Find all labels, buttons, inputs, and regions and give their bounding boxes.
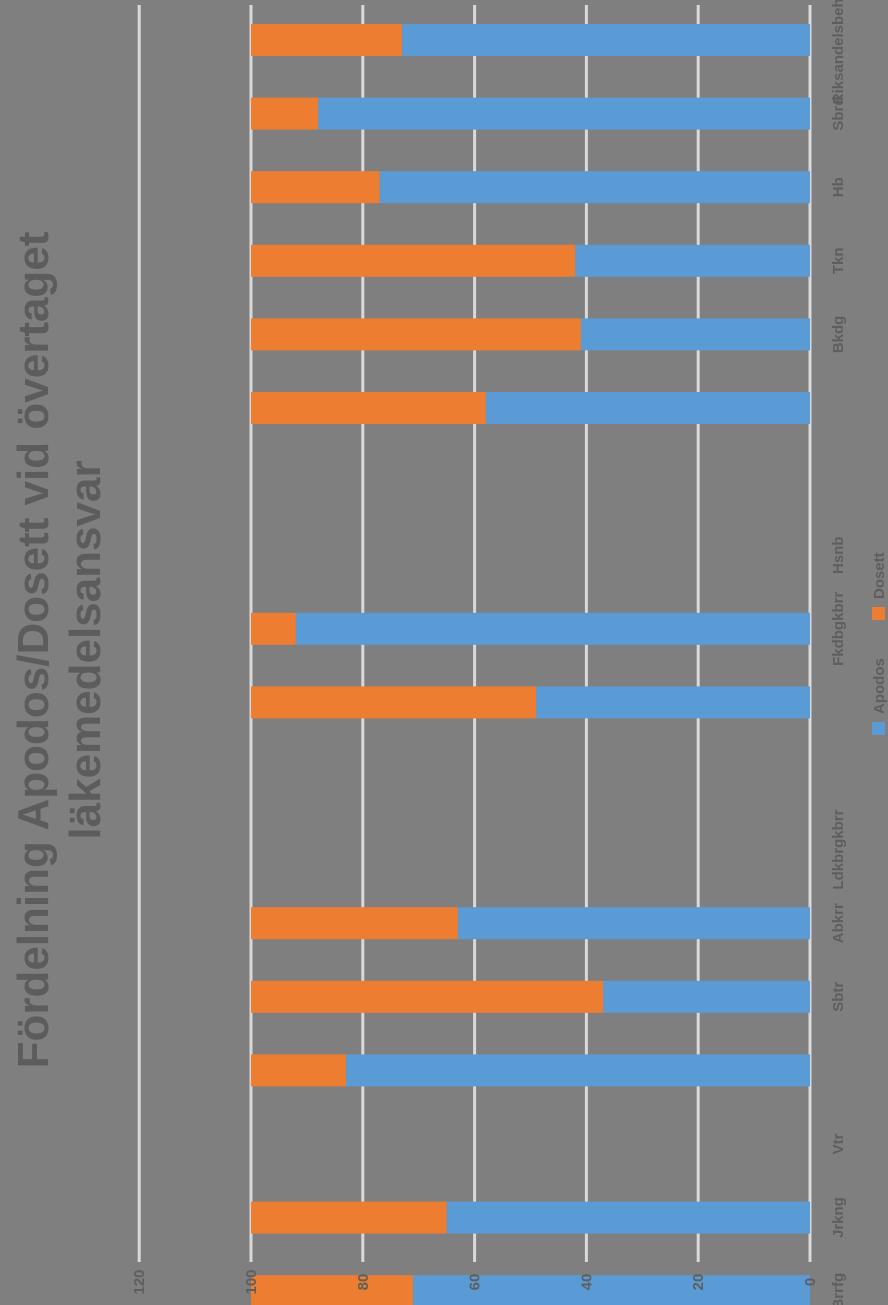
category-label-13: Sbtr [830, 982, 847, 1012]
bar-dosett-8 [251, 612, 296, 645]
bar-dosett-1 [251, 97, 319, 130]
category-label-2: Hb [830, 177, 847, 197]
tick-label-60: 60 [467, 1274, 484, 1291]
tick-label-120: 120 [131, 1269, 148, 1294]
bar-apodos-13 [603, 980, 810, 1013]
value-axis-ticks: 0 20 40 60 80 100 120 [131, 1269, 819, 1294]
bar-apodos-16 [446, 1201, 810, 1234]
tick-label-40: 40 [578, 1274, 595, 1291]
bar-apodos-1 [318, 97, 810, 130]
chart-title: Fördelning Apodos/Dosett vid övertaget l… [9, 231, 110, 1068]
category-label-11: Ldkbrgkbrr [830, 809, 847, 889]
category-label-7: Hsnb [830, 536, 847, 574]
bar-dosett-3 [251, 244, 576, 277]
bar-dosett-12 [251, 907, 458, 940]
bar-dosett-16 [251, 1201, 447, 1234]
category-label-16: Jrkng [830, 1197, 847, 1238]
bar-dosett-0 [251, 24, 402, 56]
bar-apodos-2 [379, 171, 810, 204]
bar-dosett-2 [251, 171, 380, 204]
legend-label-dosett: Dosett [871, 552, 888, 599]
category-label-1: Sbrd [830, 97, 847, 131]
tick-label-0: 0 [802, 1278, 819, 1286]
category-label-17: Brrfg [830, 1273, 847, 1305]
bar-apodos-5 [485, 392, 810, 424]
chart-title-line-2: läkemedelsansvar [61, 460, 110, 839]
bar-apodos-14 [346, 1054, 810, 1087]
tick-label-80: 80 [355, 1274, 372, 1291]
tick-label-20: 20 [690, 1274, 707, 1291]
bar-apodos-8 [295, 612, 811, 645]
bar-apodos-17 [413, 1275, 810, 1305]
bar-apodos-0 [401, 24, 810, 56]
bar-apodos-3 [575, 244, 810, 277]
bar-dosett-13 [251, 980, 604, 1013]
category-label-8: Fkdbgkbrr [830, 592, 847, 666]
bar-apodos-9 [536, 686, 810, 719]
bar-dosett-9 [251, 686, 537, 719]
bar-apodos-4 [580, 318, 810, 351]
category-label-3: Tkn [830, 247, 847, 274]
category-label-0: Riksandelsbehdig [830, 0, 847, 104]
legend-swatch-dosett [872, 607, 885, 620]
category-label-4: Bkdg [830, 316, 847, 354]
chart-title-line-1: Fördelning Apodos/Dosett vid övertaget [9, 231, 58, 1068]
bars [251, 24, 811, 1305]
bar-apodos-12 [457, 907, 810, 940]
legend-label-apodos: Apodos [871, 658, 888, 714]
category-label-12: Abkrr [830, 903, 847, 943]
legend: Apodos Dosett [871, 552, 888, 735]
bar-dosett-14 [251, 1054, 347, 1087]
bar-dosett-5 [251, 392, 486, 424]
tick-label-100: 100 [243, 1269, 260, 1294]
legend-swatch-apodos [872, 722, 885, 735]
bar-dosett-4 [251, 318, 581, 351]
bar-dosett-17 [251, 1275, 414, 1305]
category-label-15: Vtr [830, 1133, 847, 1154]
